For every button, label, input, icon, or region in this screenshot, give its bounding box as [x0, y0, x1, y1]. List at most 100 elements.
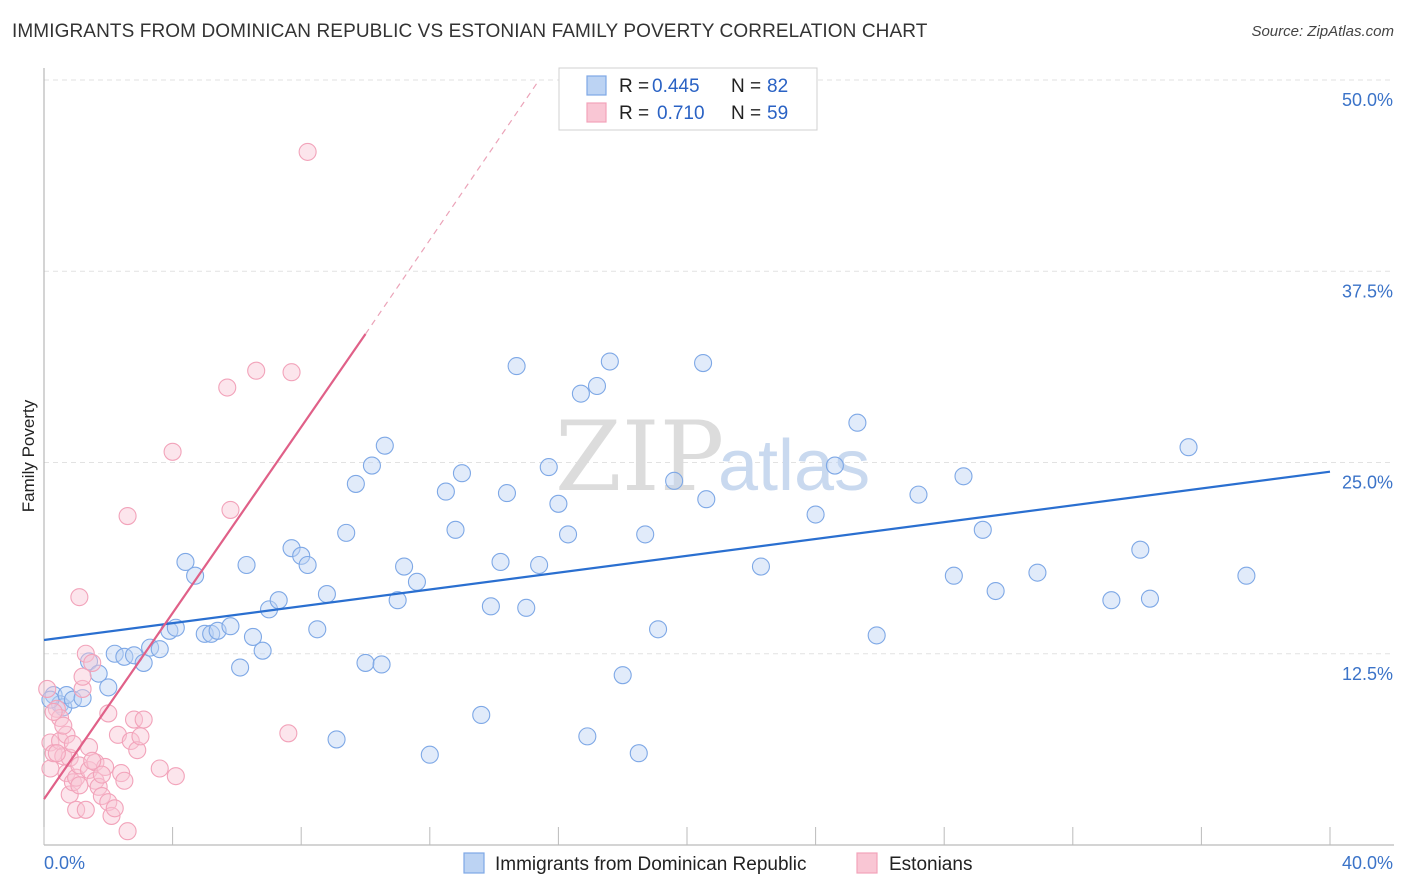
y-tick-labels: 12.5% 25.0% 37.5% 50.0% — [1342, 90, 1393, 684]
bottom-legend-label-pink: Estonians — [889, 854, 972, 875]
dominican-point — [446, 520, 465, 539]
dominican-point — [105, 644, 124, 663]
estonian-point — [54, 716, 73, 735]
estonian-point — [282, 363, 301, 382]
estonian-point — [166, 767, 185, 786]
legend-n-value-pink: 59 — [767, 103, 788, 124]
legend-swatch-pink — [586, 102, 607, 123]
bottom-legend-label-blue: Immigrants from Dominican Republic — [495, 854, 807, 875]
dominican-point — [472, 705, 491, 725]
legend-n-label-blue: N = — [731, 76, 761, 97]
dominican-point — [539, 458, 558, 477]
dominican-point — [530, 555, 549, 575]
dominican-point — [253, 641, 272, 660]
legend-r-label-blue: R = — [619, 76, 649, 97]
dominican-point — [629, 744, 648, 763]
dominican-point — [231, 658, 250, 677]
estonian-point — [41, 759, 60, 778]
source-label: Source: ZipAtlas.com — [1251, 23, 1394, 40]
dominican-point — [1179, 438, 1198, 457]
dominican-point — [452, 464, 472, 483]
legend-r-value-blue: 0.445 — [652, 76, 700, 97]
x-axis-ticks — [43, 827, 1331, 845]
dominican-point — [600, 352, 619, 371]
dominican-point — [221, 617, 240, 636]
dominican-point — [665, 471, 684, 490]
dominican-point — [1237, 566, 1256, 585]
dominican-point — [825, 456, 844, 475]
estonian-point — [118, 822, 137, 841]
chart-title: IMMIGRANTS FROM DOMINICAN REPUBLIC VS ES… — [12, 21, 928, 42]
estonian-point — [76, 800, 95, 819]
y-tick-label: 12.5% — [1342, 664, 1393, 684]
dominican-point — [420, 745, 439, 764]
estonian-point — [163, 442, 182, 461]
dominican-point — [587, 376, 607, 396]
dominican-point — [346, 474, 365, 493]
bottom-legend-swatch-blue — [463, 852, 485, 874]
estonian-point — [44, 702, 63, 721]
y-tick-label: 37.5% — [1342, 281, 1393, 301]
stats-legend: R = 0.445 N = 82 R = 0.710 N = 59 — [558, 67, 818, 131]
dominican-point — [481, 597, 500, 616]
estonian-point — [70, 776, 89, 795]
dominican-point — [282, 539, 301, 558]
bottom-legend-swatch-pink — [856, 852, 878, 874]
dominican-point — [375, 436, 394, 455]
dominican-point — [517, 598, 536, 617]
estonian-point — [298, 142, 317, 161]
watermark-atlas: atlas — [718, 426, 870, 506]
dominican-point — [269, 591, 288, 610]
dominican-point — [558, 525, 578, 544]
estonian-point — [247, 361, 266, 380]
trend-line-dominican — [43, 470, 1331, 642]
dominican-point — [243, 627, 263, 646]
estonian-point — [115, 771, 134, 790]
dominican-point — [867, 626, 886, 645]
y-tick-label: 50.0% — [1342, 90, 1393, 110]
dominican-point — [372, 655, 391, 674]
estonian-point — [121, 731, 140, 751]
estonian-point — [83, 751, 102, 770]
legend-n-value-blue: 82 — [767, 76, 788, 97]
estonian-point — [41, 733, 60, 752]
dominican-point — [298, 555, 317, 575]
estonian-point — [73, 667, 92, 686]
legend-n-label-pink: N = — [731, 103, 761, 124]
dominican-point — [909, 485, 928, 504]
estonian-point — [279, 724, 298, 743]
y-axis-label: Family Poverty — [19, 399, 38, 512]
dominican-point — [176, 552, 195, 572]
estonian-point — [47, 744, 66, 763]
dominican-point — [636, 525, 655, 544]
trend-line-estonian — [43, 333, 367, 800]
dominican-point — [99, 678, 118, 697]
dominican-point — [327, 730, 346, 749]
dominican-point — [578, 727, 597, 746]
estonian-point — [218, 378, 237, 397]
dominican-point — [292, 546, 311, 565]
dominican-point — [388, 591, 407, 610]
dominican-point — [356, 653, 375, 672]
dominican-point — [317, 585, 336, 604]
x-tick-label-min: 0.0% — [44, 853, 85, 873]
dominican-point — [115, 647, 134, 666]
estonian-point — [83, 653, 102, 672]
dominican-point — [848, 413, 867, 432]
dominican-point — [973, 520, 992, 539]
trend-line-estonian-extension — [365, 79, 540, 335]
dominican-point — [697, 490, 716, 509]
dominican-point — [436, 482, 455, 501]
trend-lines — [43, 79, 1331, 800]
gridlines — [44, 79, 1394, 655]
estonian-point — [118, 506, 137, 526]
dominican-point — [806, 505, 825, 524]
legend-r-label-pink: R = — [619, 103, 649, 124]
watermark-zip: ZIP — [555, 401, 724, 513]
dominican-point — [549, 494, 568, 513]
dominican-point — [986, 581, 1005, 601]
estonian-point — [67, 800, 86, 819]
dominican-point — [150, 640, 169, 659]
y-tick-label: 25.0% — [1342, 473, 1393, 493]
